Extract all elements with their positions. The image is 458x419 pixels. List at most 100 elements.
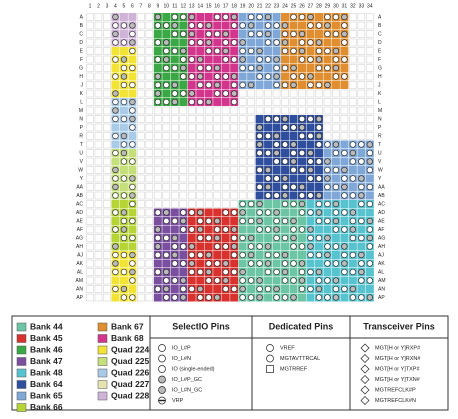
pin [248,294,255,301]
pin [358,234,365,242]
pin [290,64,297,72]
pin [154,243,161,250]
pin [205,277,212,284]
pin [171,22,178,29]
pin [358,277,365,284]
pin [366,149,373,157]
empty-cell [86,149,94,157]
empty-cell [145,166,154,174]
pin [154,13,161,21]
empty-cell [145,140,154,149]
pin [341,73,348,80]
empty-cell [349,123,357,132]
pin-cell [289,55,298,64]
empty-cell [162,166,171,174]
pin [315,132,323,140]
row-label: J [81,82,84,88]
empty-cell [86,174,94,183]
empty-cell [204,132,213,140]
pin-cell [314,225,323,234]
pin-cell [340,217,349,225]
column-label: 28 [316,3,322,9]
column-label: 19 [240,3,246,9]
empty-cell [103,123,111,132]
pin [366,217,373,225]
row-label: V [80,159,84,165]
pin [129,124,136,131]
bank-swatch [16,345,27,355]
empty-cell [179,123,188,132]
pin [324,277,331,284]
pin [171,234,178,242]
pin [112,166,119,174]
bank-swatch [16,334,27,343]
empty-cell [94,13,103,21]
pin [290,141,297,148]
column-label: 29 [325,3,331,9]
pin [112,226,119,233]
empty-cell [196,174,204,183]
pin [188,260,195,267]
pin [120,115,128,123]
empty-cell [145,38,154,47]
empty-cell [86,234,94,242]
pin [290,226,297,233]
pin [307,209,314,216]
pin-cell [196,30,205,38]
pin [349,294,356,301]
pin [180,277,187,284]
pin-icon [360,364,370,374]
pin [120,209,128,216]
pin [248,47,255,55]
pin [307,132,314,140]
pin-cell [314,13,323,21]
pin [120,251,128,259]
pin [129,107,136,114]
empty-cell [323,123,332,132]
pin [171,64,178,72]
pin [281,47,289,55]
pin [315,81,323,89]
pin [324,30,331,38]
pin [120,175,128,182]
empty-cell [204,183,213,191]
pin-cell [323,191,332,200]
row-label: AL [378,269,384,275]
pin-cell [255,115,264,123]
pin-cell [204,72,213,81]
pin [281,81,289,89]
empty-cell [154,140,162,149]
pin [307,22,314,29]
pin [163,234,170,242]
pin-cell [213,251,222,259]
empty-cell [94,30,103,38]
empty-cell [366,115,374,123]
pin-cell [179,234,188,242]
empty-cell [188,166,196,174]
empty-cell [86,21,94,30]
empty-cell [238,174,247,183]
pin [341,56,348,63]
pin [231,81,238,89]
pin-cell [264,293,273,302]
empty-cell [340,106,349,115]
bank-label: Bank 45 [30,333,63,343]
row-label: AE [378,218,385,224]
pin-cell [170,285,179,293]
empty-cell [204,191,213,200]
pin-cell [306,293,315,302]
bank-label: Bank 67 [111,321,144,331]
pin-cell [111,81,120,89]
pin-cell [230,30,239,38]
empty-cell [255,98,264,106]
empty-cell [349,89,357,98]
legend-item: MGTREFCLK#N [375,398,416,404]
pin-cell [238,13,247,21]
row-label: T [80,142,83,148]
pin-cell [230,217,239,225]
pin [248,260,255,267]
pin-cell [179,21,188,30]
row-label: AH [378,244,385,250]
pin [290,217,297,225]
pin-cell [348,183,357,191]
